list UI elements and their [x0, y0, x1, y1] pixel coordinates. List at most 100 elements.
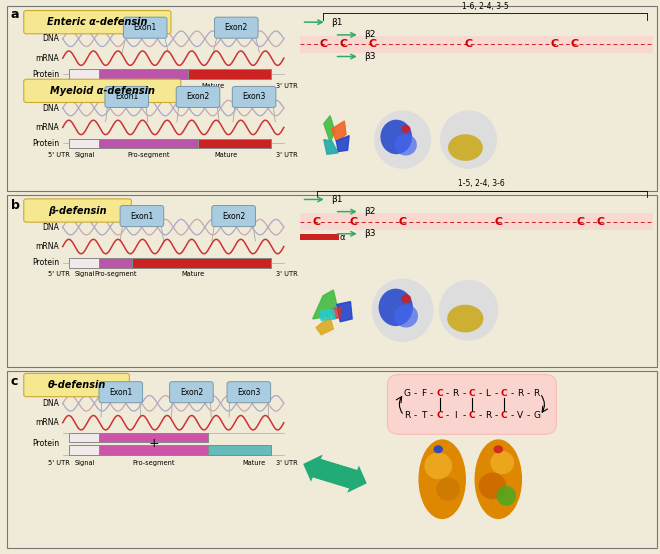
Text: -: - [527, 411, 530, 420]
Text: DNA: DNA [42, 34, 59, 43]
Text: 5' UTR: 5' UTR [48, 460, 71, 466]
Text: mRNA: mRNA [36, 54, 59, 63]
Text: Pro-segment: Pro-segment [133, 460, 175, 466]
Text: Protein: Protein [32, 258, 59, 267]
Ellipse shape [440, 110, 497, 169]
Text: 3' UTR: 3' UTR [277, 271, 298, 278]
Polygon shape [324, 116, 335, 142]
FancyBboxPatch shape [24, 79, 181, 102]
Polygon shape [332, 121, 346, 142]
Text: DNA: DNA [42, 399, 59, 408]
Text: β3: β3 [364, 229, 375, 238]
Text: C: C [469, 389, 475, 398]
Text: -: - [478, 389, 482, 398]
Ellipse shape [496, 486, 516, 506]
FancyBboxPatch shape [176, 86, 220, 107]
Text: 3' UTR: 3' UTR [277, 83, 298, 89]
Text: R: R [517, 389, 523, 398]
Text: mRNA: mRNA [36, 242, 59, 251]
Text: Protein: Protein [32, 439, 59, 448]
Text: β2: β2 [364, 207, 375, 216]
Ellipse shape [418, 439, 466, 519]
Text: C: C [577, 217, 585, 227]
Text: c: c [11, 375, 18, 388]
Text: C: C [399, 217, 407, 227]
Text: C: C [369, 39, 377, 49]
Bar [99, 433, 208, 442]
Text: G: G [404, 389, 411, 398]
Text: DNA: DNA [42, 104, 59, 112]
Text: -: - [494, 389, 498, 398]
Text: a: a [11, 8, 19, 21]
Bar [69, 138, 99, 148]
Text: Exon3: Exon3 [237, 388, 261, 397]
Polygon shape [324, 140, 338, 154]
Ellipse shape [372, 279, 434, 342]
Text: R: R [485, 411, 491, 420]
Text: 5' UTR: 5' UTR [48, 271, 71, 278]
Text: -: - [414, 411, 417, 420]
Text: β2: β2 [364, 30, 375, 39]
Text: C: C [339, 39, 347, 49]
FancyBboxPatch shape [99, 382, 143, 403]
Text: β-defensin: β-defensin [48, 206, 107, 216]
Bar [300, 213, 653, 230]
Text: β1: β1 [331, 18, 342, 27]
Bar [99, 138, 198, 148]
Bar [7, 6, 657, 191]
Text: Exon2: Exon2 [224, 23, 248, 32]
Text: Myeloid α-defensin: Myeloid α-defensin [50, 86, 155, 96]
Text: Mature: Mature [201, 83, 225, 89]
FancyBboxPatch shape [105, 86, 148, 107]
Text: I: I [455, 411, 457, 420]
Polygon shape [331, 307, 342, 319]
Ellipse shape [401, 125, 411, 133]
Ellipse shape [395, 134, 417, 156]
Text: C: C [319, 39, 327, 49]
Text: β1: β1 [331, 195, 342, 204]
Text: G: G [533, 411, 540, 420]
Text: Exon1: Exon1 [133, 23, 157, 32]
Text: -: - [430, 389, 433, 398]
Text: β3: β3 [364, 52, 375, 61]
Text: C: C [436, 389, 443, 398]
Text: mRNA: mRNA [36, 418, 59, 427]
Text: Signal: Signal [74, 83, 95, 89]
Text: Exon3: Exon3 [242, 93, 266, 101]
Text: -: - [494, 411, 498, 420]
Bar [99, 445, 208, 454]
Text: Exon1: Exon1 [109, 388, 133, 397]
Text: T: T [420, 411, 426, 420]
Text: C: C [501, 389, 508, 398]
FancyBboxPatch shape [387, 375, 556, 434]
Text: -: - [527, 389, 530, 398]
FancyBboxPatch shape [227, 382, 271, 403]
Text: Exon1: Exon1 [130, 212, 154, 220]
Ellipse shape [439, 280, 498, 341]
Text: R: R [453, 389, 459, 398]
Bar [300, 36, 653, 53]
Text: Pro-segment: Pro-segment [94, 271, 137, 278]
FancyBboxPatch shape [214, 17, 258, 38]
Text: C: C [550, 39, 558, 49]
Text: -: - [462, 389, 465, 398]
Text: C: C [494, 217, 502, 227]
Bar [69, 445, 99, 454]
Text: 3' UTR: 3' UTR [277, 152, 298, 158]
Bar [188, 69, 271, 79]
Text: -: - [446, 411, 449, 420]
Text: -: - [414, 389, 417, 398]
Text: -: - [446, 389, 449, 398]
Text: -: - [462, 411, 465, 420]
Bar [69, 258, 99, 268]
Bar [99, 258, 132, 268]
Text: C: C [469, 411, 475, 420]
Text: C: C [436, 411, 443, 420]
Polygon shape [313, 290, 337, 319]
Text: Pro-segment: Pro-segment [122, 83, 164, 89]
FancyBboxPatch shape [24, 373, 129, 397]
Ellipse shape [401, 294, 411, 303]
Ellipse shape [434, 445, 443, 453]
Bar [208, 445, 271, 454]
Ellipse shape [436, 478, 460, 501]
